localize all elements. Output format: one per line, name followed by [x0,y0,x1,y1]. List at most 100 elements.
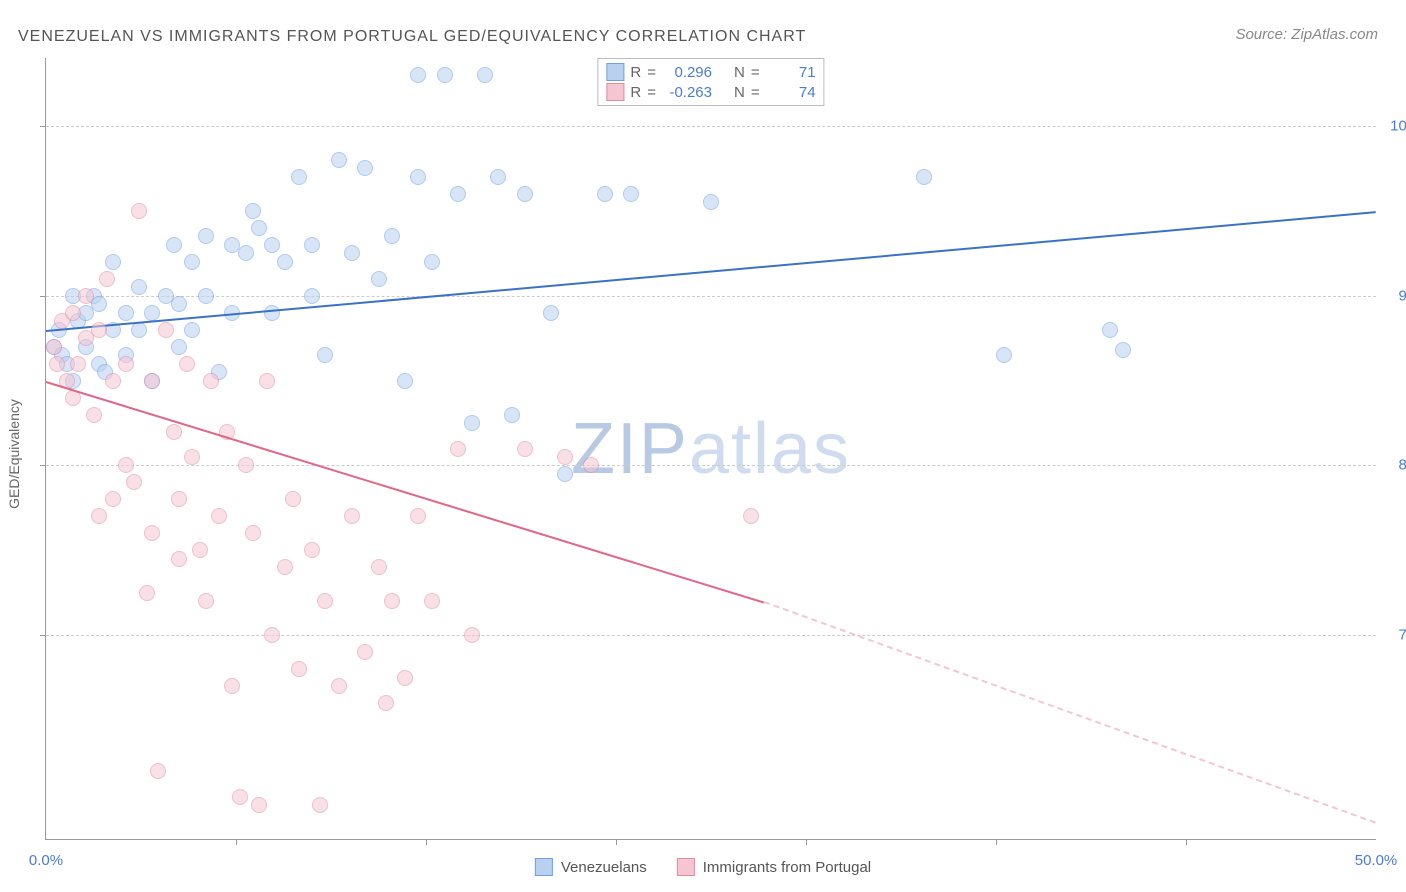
data-point [198,593,214,609]
data-point [184,449,200,465]
source-label: Source: ZipAtlas.com [1235,26,1378,43]
legend-item-0: Venezuelans [535,858,647,876]
data-point [171,296,187,312]
data-point [171,339,187,355]
legend-swatch-icon [606,83,624,101]
data-point [86,407,102,423]
data-point [139,585,155,601]
data-point [238,457,254,473]
y-tick-label: 100.0% [1390,117,1406,134]
data-point [504,407,520,423]
data-point [46,339,62,355]
data-point [437,67,453,83]
data-point [583,457,599,473]
trend-line [46,381,765,604]
series-legend: Venezuelans Immigrants from Portugal [535,858,871,876]
data-point [277,254,293,270]
data-point [743,508,759,524]
data-point [78,288,94,304]
data-point [285,491,301,507]
data-point [410,169,426,185]
data-point [490,169,506,185]
legend-item-1: Immigrants from Portugal [677,858,871,876]
data-point [384,228,400,244]
data-point [238,245,254,261]
data-point [198,228,214,244]
x-tick-label: 0.0% [29,852,63,869]
data-point [304,288,320,304]
data-point [179,356,195,372]
y-tick-label: 90.0% [1398,287,1406,304]
data-point [91,296,107,312]
data-point [557,466,573,482]
y-axis-label: GED/Equivalency [6,399,22,509]
data-point [464,415,480,431]
data-point [477,67,493,83]
scatter-chart: ZIPatlas R = 0.296 N = 71 R = -0.263 N =… [45,58,1376,840]
data-point [264,627,280,643]
data-point [224,678,240,694]
legend-swatch-icon [606,63,624,81]
data-point [277,559,293,575]
data-point [198,288,214,304]
data-point [291,661,307,677]
data-point [916,169,932,185]
data-point [543,305,559,321]
data-point [703,194,719,210]
data-point [144,305,160,321]
data-point [378,695,394,711]
data-point [150,763,166,779]
data-point [331,678,347,694]
data-point [357,644,373,660]
data-point [184,322,200,338]
chart-title: VENEZUELAN VS IMMIGRANTS FROM PORTUGAL G… [18,28,806,46]
y-tick-label: 70.0% [1398,627,1406,644]
data-point [203,373,219,389]
data-point [118,356,134,372]
data-point [304,237,320,253]
legend-row-0: R = 0.296 N = 71 [606,62,815,82]
data-point [166,237,182,253]
data-point [91,322,107,338]
data-point [304,542,320,558]
trend-line [46,211,1376,332]
data-point [158,322,174,338]
data-point [131,279,147,295]
data-point [464,627,480,643]
data-point [450,441,466,457]
data-point [450,186,466,202]
data-point [344,245,360,261]
data-point [397,670,413,686]
data-point [118,457,134,473]
data-point [105,373,121,389]
watermark: ZIPatlas [571,408,851,490]
data-point [105,491,121,507]
data-point [171,551,187,567]
data-point [105,254,121,270]
correlation-legend: R = 0.296 N = 71 R = -0.263 N = 74 [597,58,824,106]
data-point [70,356,86,372]
data-point [49,356,65,372]
data-point [424,593,440,609]
data-point [245,525,261,541]
data-point [557,449,573,465]
data-point [65,305,81,321]
data-point [232,789,248,805]
data-point [424,254,440,270]
data-point [171,491,187,507]
data-point [251,797,267,813]
data-point [192,542,208,558]
data-point [99,271,115,287]
data-point [166,424,182,440]
data-point [397,373,413,389]
data-point [597,186,613,202]
data-point [251,220,267,236]
data-point [312,797,328,813]
data-point [344,508,360,524]
data-point [331,152,347,168]
data-point [264,237,280,253]
legend-row-1: R = -0.263 N = 74 [606,82,815,102]
data-point [264,305,280,321]
data-point [1102,322,1118,338]
data-point [357,160,373,176]
